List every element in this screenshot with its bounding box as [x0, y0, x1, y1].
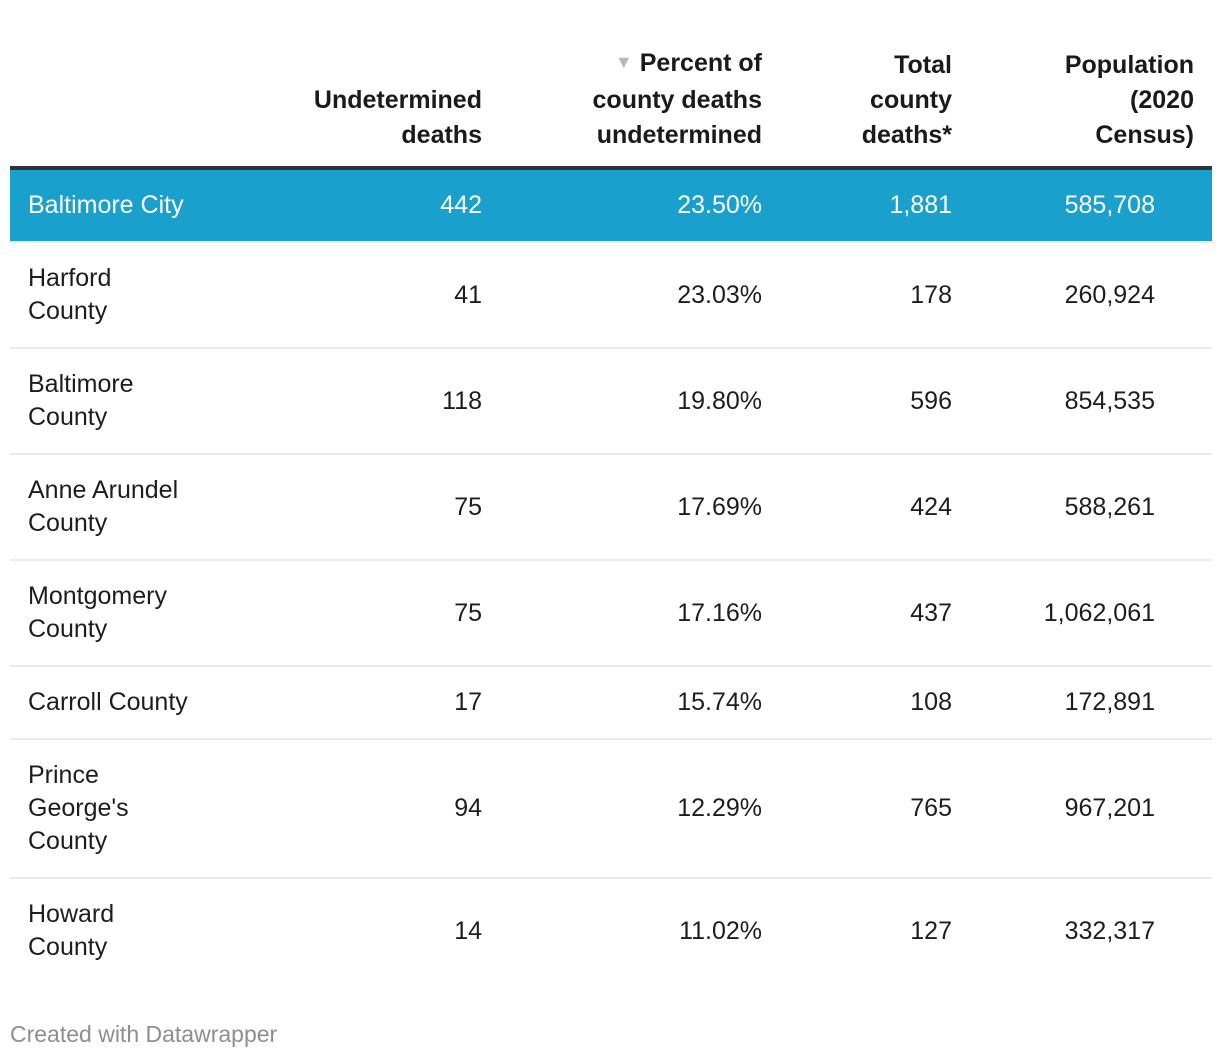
- column-header-county[interactable]: [10, 0, 280, 168]
- undetermined-deaths-cell: 75: [280, 454, 500, 560]
- table-row-carroll-county: Carroll County 17 15.74% 108 172,891: [10, 666, 1212, 739]
- total-deaths-cell: 1,881: [780, 168, 970, 242]
- undetermined-deaths-cell: 442: [280, 168, 500, 242]
- undetermined-deaths-cell: 17: [280, 666, 500, 739]
- total-deaths-cell: 437: [780, 560, 970, 666]
- table-header: Undetermined deaths ▼ Percent of county d…: [10, 0, 1212, 168]
- percent-undetermined-cell: 12.29%: [500, 739, 780, 878]
- column-header-percent-undetermined[interactable]: ▼ Percent of county deaths undetermined: [500, 0, 780, 168]
- total-deaths-cell: 596: [780, 348, 970, 454]
- total-deaths-cell: 178: [780, 242, 970, 348]
- column-header-label: Population (2020 Census): [1064, 51, 1194, 149]
- percent-undetermined-cell: 23.03%: [500, 242, 780, 348]
- undetermined-deaths-cell: 118: [280, 348, 500, 454]
- county-name-cell: Harford County: [10, 242, 280, 348]
- undetermined-deaths-cell: 41: [280, 242, 500, 348]
- column-header-label: Total county deaths*: [861, 51, 952, 149]
- total-deaths-cell: 127: [780, 878, 970, 983]
- population-cell: 588,261: [970, 454, 1212, 560]
- county-name-cell: Howard County: [10, 878, 280, 983]
- percent-undetermined-cell: 17.16%: [500, 560, 780, 666]
- total-deaths-cell: 424: [780, 454, 970, 560]
- undetermined-deaths-cell: 94: [280, 739, 500, 878]
- population-cell: 967,201: [970, 739, 1212, 878]
- data-table: Undetermined deaths ▼ Percent of county d…: [10, 0, 1212, 983]
- county-name-cell: Baltimore City: [10, 168, 280, 242]
- population-cell: 1,062,061: [970, 560, 1212, 666]
- total-deaths-cell: 108: [780, 666, 970, 739]
- undetermined-deaths-cell: 14: [280, 878, 500, 983]
- table-row-harford-county: Harford County 41 23.03% 178 260,924: [10, 242, 1212, 348]
- county-name-cell: Prince George's County: [10, 739, 280, 878]
- population-cell: 172,891: [970, 666, 1212, 739]
- column-header-label: Undetermined deaths: [313, 86, 482, 149]
- table-row-montgomery-county: Montgomery County 75 17.16% 437 1,062,06…: [10, 560, 1212, 666]
- table-row-prince-georges-county: Prince George's County 94 12.29% 765 967…: [10, 739, 1212, 878]
- column-header-label: Percent of county deaths undetermined: [592, 49, 762, 149]
- population-cell: 332,317: [970, 878, 1212, 983]
- county-name-cell: Anne Arundel County: [10, 454, 280, 560]
- table-row-baltimore-city: Baltimore City 442 23.50% 1,881 585,708: [10, 168, 1212, 242]
- percent-undetermined-cell: 19.80%: [500, 348, 780, 454]
- table-row-baltimore-county: Baltimore County 118 19.80% 596 854,535: [10, 348, 1212, 454]
- table-body: Baltimore City 442 23.50% 1,881 585,708 …: [10, 168, 1212, 983]
- sort-descending-icon: ▼: [614, 52, 633, 72]
- total-deaths-cell: 765: [780, 739, 970, 878]
- header-row: Undetermined deaths ▼ Percent of county d…: [10, 0, 1212, 168]
- percent-undetermined-cell: 15.74%: [500, 666, 780, 739]
- undetermined-deaths-cell: 75: [280, 560, 500, 666]
- percent-undetermined-cell: 17.69%: [500, 454, 780, 560]
- table-row-howard-county: Howard County 14 11.02% 127 332,317: [10, 878, 1212, 983]
- percent-undetermined-cell: 23.50%: [500, 168, 780, 242]
- county-name-cell: Carroll County: [10, 666, 280, 739]
- column-header-total-deaths[interactable]: Total county deaths*: [780, 0, 970, 168]
- population-cell: 854,535: [970, 348, 1212, 454]
- table-row-anne-arundel-county: Anne Arundel County 75 17.69% 424 588,26…: [10, 454, 1212, 560]
- percent-undetermined-cell: 11.02%: [500, 878, 780, 983]
- column-header-population[interactable]: Population (2020 Census): [970, 0, 1212, 168]
- county-name-cell: Baltimore County: [10, 348, 280, 454]
- county-name-cell: Montgomery County: [10, 560, 280, 666]
- population-cell: 585,708: [970, 168, 1212, 242]
- population-cell: 260,924: [970, 242, 1212, 348]
- column-header-undetermined-deaths[interactable]: Undetermined deaths: [280, 0, 500, 168]
- datawrapper-attribution-link[interactable]: Created with Datawrapper: [10, 1021, 278, 1047]
